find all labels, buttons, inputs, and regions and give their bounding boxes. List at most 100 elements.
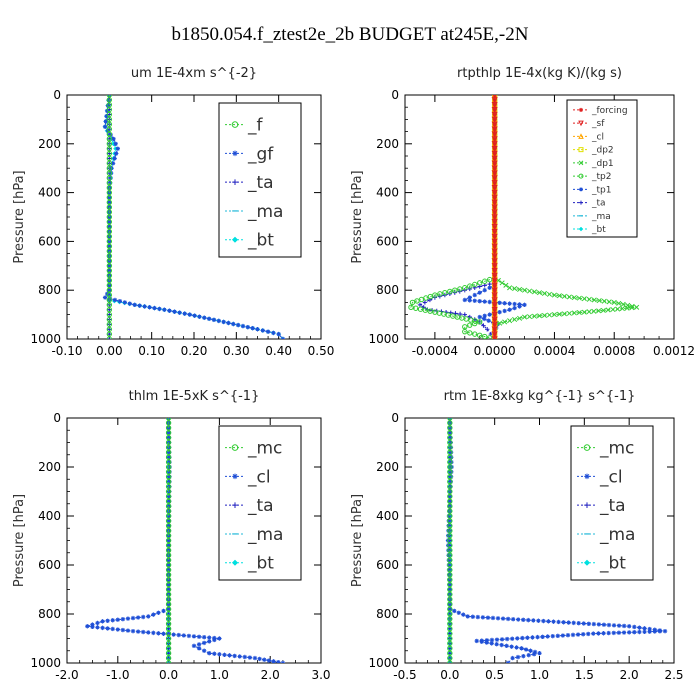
x-tick-label: 0.0012 <box>653 344 695 358</box>
chart-panels: um 1E-4xm s^{-2}Pressure [hPa]-0.10 0.00 0… <box>12 66 695 682</box>
y-tick-label: 1000 <box>30 332 61 346</box>
legend-entry: _ma <box>225 202 283 222</box>
legend-entry: _mc <box>577 439 634 459</box>
legend-entry: _cl <box>577 467 623 487</box>
legend-label: _ma <box>247 202 283 222</box>
y-tick-label: 600 <box>38 558 61 572</box>
x-tick-label: 0.0 <box>159 668 178 682</box>
legend-entry: _bt <box>225 554 274 574</box>
legend-entry: _bt <box>577 554 626 574</box>
x-tick-label: 2.0 <box>261 668 280 682</box>
legend-label: _f <box>247 116 264 136</box>
x-tick-label: -0.5 <box>393 668 416 682</box>
legend-entry: _ta <box>225 173 274 193</box>
x-tick-label: 0.0004 <box>533 344 575 358</box>
series-markers-forcing <box>492 95 497 339</box>
panel-title: rtm 1E-8xkg kg^{-1} s^{-1} <box>444 389 636 404</box>
y-tick-label: 800 <box>38 607 61 621</box>
legend: _forcing _sf _cl _dp2 _dp1 _tp2 _tp1 _ta _ma _bt <box>566 99 638 238</box>
series-markers-cl <box>445 418 668 663</box>
x-tick-label: 1.0 <box>530 668 549 682</box>
y-axis-label: Pressure [hPa] <box>12 494 27 587</box>
x-tick-label: 0.5 <box>485 668 504 682</box>
y-axis-label: Pressure [hPa] <box>12 170 27 263</box>
y-tick-label: 400 <box>38 186 61 200</box>
legend-label: _forcing <box>591 106 628 116</box>
legend-entry: _ma <box>577 525 635 545</box>
legend-label: _tp1 <box>591 185 611 195</box>
chart-panel-1: um 1E-4xm s^{-2} Pressure [hPa] -0.10 0.00 0… <box>12 66 334 358</box>
y-tick-label: 1000 <box>30 656 61 670</box>
legend-entry: _dp2 <box>573 146 614 156</box>
y-tick-label: 600 <box>376 234 399 248</box>
series-markers-tp2 <box>408 95 498 339</box>
series-markers-gf <box>102 95 286 339</box>
legend-label: _mc <box>599 439 634 459</box>
y-tick-label: 800 <box>376 283 399 297</box>
panel-title: rtpthlp 1E-4x(kg K)/(kg s) <box>457 66 622 81</box>
legend-box <box>218 102 302 258</box>
x-tick-label: 0.0 <box>440 668 459 682</box>
x-tick-label: 3.0 <box>311 668 330 682</box>
y-tick-label: 200 <box>376 460 399 474</box>
y-tick-label: 0 <box>53 411 61 425</box>
legend-label: _dp2 <box>591 146 614 156</box>
y-tick-label: 200 <box>38 137 61 151</box>
y-tick-label: 400 <box>376 186 399 200</box>
y-tick-label: 0 <box>391 411 399 425</box>
panel-title: um 1E-4xm s^{-2} <box>131 66 257 81</box>
legend-entry: _cl <box>573 132 604 142</box>
x-tick-label: 1.5 <box>575 668 594 682</box>
y-tick-label: 800 <box>38 283 61 297</box>
x-tick-label: 0.20 <box>181 344 208 358</box>
x-tick-label: 0.30 <box>223 344 250 358</box>
legend-entry: _cl <box>225 467 271 487</box>
legend-label: _ma <box>247 525 283 545</box>
y-tick-label: 400 <box>376 509 399 523</box>
plot-area <box>408 95 640 339</box>
legend-entry: _ma <box>573 212 611 222</box>
figure-title: b1850.054.f_ztest2e_2b BUDGET at245E,-2N <box>172 24 529 45</box>
x-tick-label: 2.0 <box>620 668 639 682</box>
y-tick-label: 200 <box>376 137 399 151</box>
legend-entry: _bt <box>573 225 606 235</box>
x-tick-label: 0.0008 <box>593 344 635 358</box>
legend-label: _bt <box>591 225 606 235</box>
legend-entry: _ta <box>577 496 626 516</box>
legend-entry: _ta <box>225 496 274 516</box>
x-tick-label: -1.0 <box>106 668 129 682</box>
legend-label: _bt <box>599 554 626 574</box>
legend-entry: _f <box>225 116 264 136</box>
plot-area <box>102 95 286 339</box>
series-markers-cl <box>85 418 286 663</box>
legend-entry: _tp1 <box>573 185 611 195</box>
legend-label: _ta <box>247 496 274 516</box>
legend-label: _tp2 <box>591 172 611 182</box>
legend-label: _mc <box>247 439 282 459</box>
y-tick-label: 600 <box>376 558 399 572</box>
x-tick-label: -0.0004 <box>412 344 458 358</box>
legend-label: _ta <box>591 199 606 209</box>
legend-entry: _tp2 <box>573 172 611 182</box>
legend-label: _cl <box>247 467 271 487</box>
legend-label: _ma <box>599 525 635 545</box>
panel-title: thlm 1E-5xK s^{-1} <box>129 389 260 404</box>
legend-label: _ta <box>247 173 274 193</box>
legend-label: _ta <box>599 496 626 516</box>
series-markers-mc <box>447 418 453 663</box>
y-tick-label: 1000 <box>368 656 399 670</box>
legend-label: _gf <box>247 144 274 164</box>
legend: _f _gf _ta _ma _bt <box>218 102 302 258</box>
series-line-tp2 <box>410 95 496 339</box>
x-tick-label: 0.10 <box>138 344 165 358</box>
y-axis-label: Pressure [hPa] <box>350 494 365 587</box>
series-markers-mc <box>165 418 172 663</box>
legend-label: _sf <box>591 119 605 129</box>
legend-label: _dp1 <box>591 159 614 169</box>
legend-label: _bt <box>247 554 274 574</box>
y-tick-label: 400 <box>38 509 61 523</box>
legend-entry: _dp1 <box>573 159 614 169</box>
series-markers-ta <box>417 95 497 339</box>
x-tick-label: 0.00 <box>96 344 123 358</box>
